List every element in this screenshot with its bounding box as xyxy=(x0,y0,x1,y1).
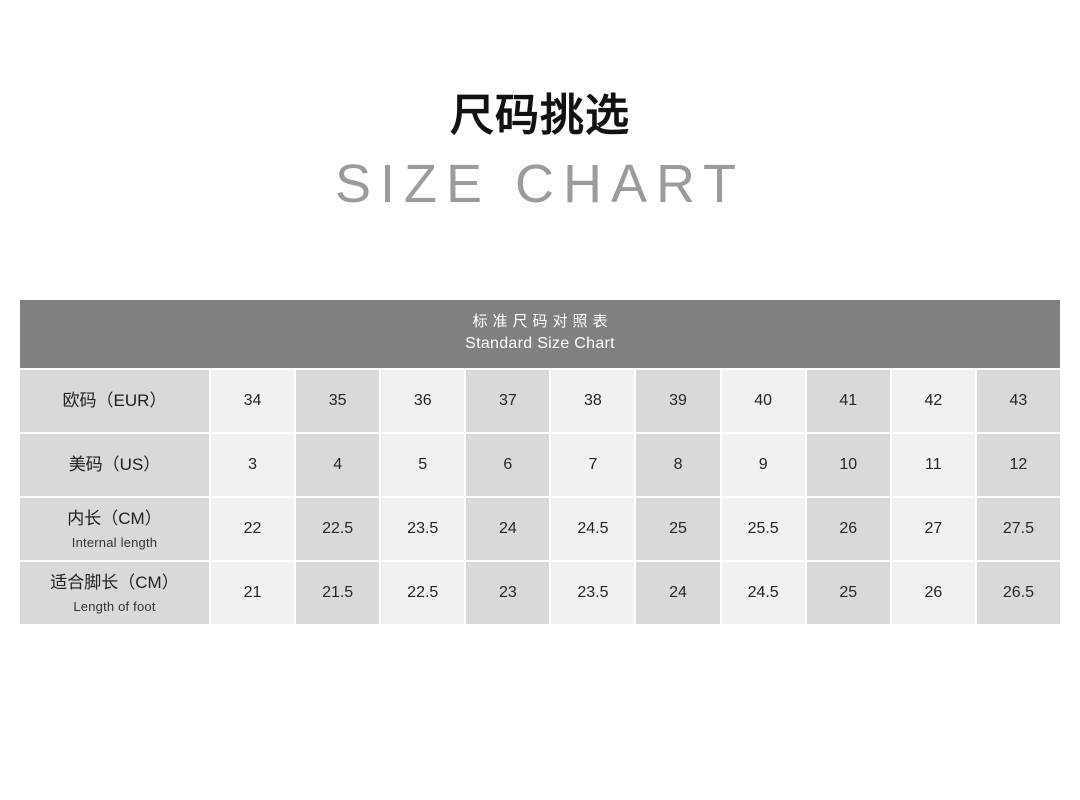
cell-eur-2: 35 xyxy=(296,370,380,432)
cell-eur-3: 36 xyxy=(381,370,465,432)
cell-internal-8: 26 xyxy=(806,498,890,560)
row-label-foot-length-cn: 适合脚长（CM） xyxy=(50,573,179,592)
cell-internal-3: 23.5 xyxy=(381,498,465,560)
cell-foot-2: 21.5 xyxy=(296,562,380,624)
cell-internal-1: 22 xyxy=(211,498,295,560)
cell-internal-10: 27.5 xyxy=(976,498,1060,560)
cell-foot-6: 24 xyxy=(636,562,720,624)
row-label-us: 美码（US） xyxy=(20,434,209,496)
cell-foot-7: 24.5 xyxy=(721,562,805,624)
cell-eur-5: 38 xyxy=(551,370,635,432)
cell-us-1: 3 xyxy=(211,434,295,496)
page-title-english: SIZE CHART xyxy=(334,154,746,214)
cell-foot-1: 21 xyxy=(211,562,295,624)
table-header-band: 标准尺码对照表 Standard Size Chart xyxy=(20,300,1060,368)
row-label-eur-cn: 欧码（EUR） xyxy=(62,391,167,410)
size-chart-grid: 欧码（EUR） 34 35 36 37 38 39 40 41 42 43 美码… xyxy=(20,370,1060,624)
cell-internal-6: 25 xyxy=(636,498,720,560)
cell-foot-3: 22.5 xyxy=(381,562,465,624)
table-header-english: Standard Size Chart xyxy=(465,335,615,352)
cell-eur-7: 40 xyxy=(721,370,805,432)
cell-internal-2: 22.5 xyxy=(296,498,380,560)
cell-internal-7: 25.5 xyxy=(721,498,805,560)
page-title-chinese: 尺码挑选 xyxy=(450,91,630,140)
size-chart-table: 标准尺码对照表 Standard Size Chart 欧码（EUR） 34 3… xyxy=(20,300,1060,624)
cell-us-3: 5 xyxy=(381,434,465,496)
cell-us-5: 7 xyxy=(551,434,635,496)
cell-foot-9: 26 xyxy=(891,562,975,624)
row-label-foot-length-en: Length of foot xyxy=(73,599,156,614)
cell-foot-8: 25 xyxy=(806,562,890,624)
row-label-internal-length: 内长（CM） Internal length xyxy=(20,498,209,560)
cell-us-6: 8 xyxy=(636,434,720,496)
cell-us-8: 10 xyxy=(806,434,890,496)
cell-us-10: 12 xyxy=(976,434,1060,496)
cell-us-4: 6 xyxy=(466,434,550,496)
row-label-internal-length-en: Internal length xyxy=(71,535,158,550)
table-header-chinese: 标准尺码对照表 xyxy=(472,313,613,330)
cell-foot-4: 23 xyxy=(466,562,550,624)
cell-internal-4: 24 xyxy=(466,498,550,560)
cell-eur-8: 41 xyxy=(806,370,890,432)
cell-internal-5: 24.5 xyxy=(551,498,635,560)
row-label-foot-length: 适合脚长（CM） Length of foot xyxy=(20,562,209,624)
cell-eur-10: 43 xyxy=(976,370,1060,432)
cell-eur-9: 42 xyxy=(891,370,975,432)
cell-eur-6: 39 xyxy=(636,370,720,432)
cell-us-7: 9 xyxy=(721,434,805,496)
row-label-us-cn: 美码（US） xyxy=(68,455,161,474)
cell-eur-1: 34 xyxy=(211,370,295,432)
cell-us-2: 4 xyxy=(296,434,380,496)
cell-eur-4: 37 xyxy=(466,370,550,432)
page-title-group: 尺码挑选 SIZE CHART xyxy=(0,88,1080,214)
row-label-eur: 欧码（EUR） xyxy=(20,370,209,432)
row-label-internal-length-cn: 内长（CM） xyxy=(67,509,162,528)
cell-us-9: 11 xyxy=(891,434,975,496)
cell-foot-10: 26.5 xyxy=(976,562,1060,624)
cell-internal-9: 27 xyxy=(891,498,975,560)
cell-foot-5: 23.5 xyxy=(551,562,635,624)
